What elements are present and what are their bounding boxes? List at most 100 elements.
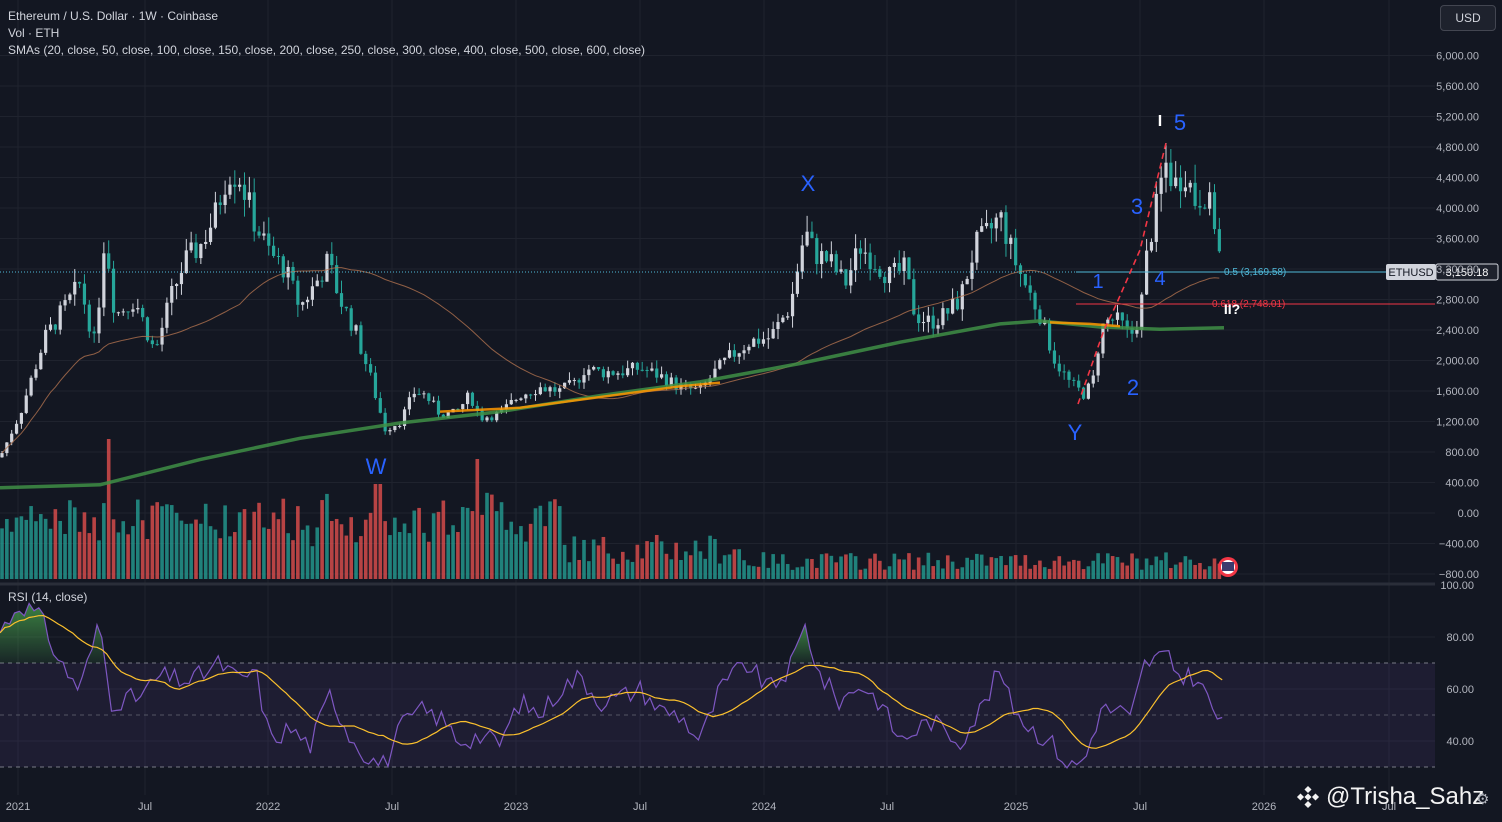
volume-bar: [140, 520, 145, 579]
volume-bar: [955, 568, 960, 579]
drawings: 0.5 (3,169.58) 0.618 (2,748.01) ETHUSD 3,15…: [0, 110, 1499, 577]
volume-bar: [684, 551, 688, 579]
volume-bar: [591, 539, 596, 579]
volume-bar: [514, 534, 518, 579]
candle-body: [509, 399, 513, 405]
candle-body: [252, 192, 256, 232]
volume-bar: [87, 533, 92, 579]
candle-body: [980, 226, 984, 232]
wave-label: 2: [1127, 375, 1139, 400]
volume-bar: [490, 494, 494, 579]
volume-bar: [266, 528, 271, 579]
candle-body: [1212, 192, 1217, 230]
symbol-title[interactable]: Ethereum / U.S. Dollar · 1W · Coinbase: [8, 9, 219, 23]
volume-bar: [785, 564, 790, 579]
candle-body: [262, 233, 266, 236]
volume-bar: [1004, 565, 1008, 579]
price-axis-label: 3,600.00: [1436, 234, 1479, 246]
volume-bar: [829, 555, 834, 579]
candle-body: [238, 184, 242, 187]
volume-bar: [1052, 560, 1057, 579]
volume-bar: [625, 559, 630, 579]
candle-body: [723, 357, 727, 361]
candle-body: [606, 371, 610, 378]
volume-bar: [945, 555, 950, 579]
time-axis-label: 2021: [6, 801, 30, 813]
candle-body: [388, 430, 392, 432]
candle-body: [897, 262, 901, 272]
candle-body: [87, 304, 91, 332]
volume-bar: [470, 511, 475, 579]
volume-bar: [606, 553, 611, 579]
price-axis-label: 2,800.00: [1436, 295, 1479, 307]
volume-bar: [1193, 564, 1197, 579]
volume-bar: [126, 534, 130, 579]
volume-bar: [912, 569, 916, 579]
candle-body: [315, 280, 319, 287]
candle-body: [529, 394, 533, 396]
volume-bar: [460, 507, 465, 579]
time-axis-label: 2025: [1004, 801, 1028, 813]
volume-bar: [184, 523, 189, 579]
volume-bar: [975, 553, 979, 579]
volume-bar: [223, 505, 227, 579]
candle-body: [907, 257, 911, 280]
candle-body: [504, 404, 508, 410]
volume-bar: [431, 513, 436, 579]
volume-bar: [359, 536, 363, 579]
time-axis-label: 2023: [504, 801, 528, 813]
volume-bar: [931, 566, 935, 579]
currency-button[interactable]: USD: [1440, 5, 1496, 31]
sma-orange-line: [439, 381, 721, 413]
volume-bar: [422, 532, 426, 579]
candle-body: [29, 377, 33, 396]
rsi-axis-label: 40.00: [1446, 736, 1474, 748]
volume-bar: [1047, 568, 1052, 579]
candle-body: [645, 369, 649, 371]
volume-bar: [795, 567, 800, 579]
candle-body: [111, 268, 116, 313]
watermark-text: @Trisha_Sahz: [1326, 783, 1485, 810]
candle-body: [1145, 250, 1149, 295]
volume-bar: [397, 532, 402, 579]
candle-body: [78, 281, 82, 284]
volume-bar: [747, 565, 751, 579]
volume-bar: [402, 523, 407, 579]
volume-bar: [635, 544, 640, 579]
volume-bar: [693, 540, 698, 579]
volume-bar: [0, 528, 4, 579]
candle-body: [466, 392, 470, 405]
candle-body: [582, 375, 586, 383]
volume-bar: [412, 510, 417, 579]
volume-bar: [383, 521, 387, 579]
candle-body: [970, 262, 974, 279]
candle-body: [810, 231, 814, 238]
volume-bar: [834, 562, 838, 579]
volume-bar: [189, 523, 193, 579]
volume-bar: [1042, 567, 1047, 579]
gear-icon[interactable]: ⚙: [1476, 791, 1490, 808]
volume-legend[interactable]: Vol · ETH: [8, 26, 60, 40]
candle-body: [24, 395, 28, 413]
volume-bar: [601, 536, 606, 579]
candle-body: [301, 302, 305, 305]
volume-bar: [1149, 565, 1154, 579]
candle-body: [107, 253, 111, 269]
candle-body: [538, 387, 542, 395]
volume-bar: [1091, 560, 1096, 579]
volume-bar: [616, 563, 620, 579]
wave-label: W: [366, 454, 387, 479]
volume-bar: [131, 526, 135, 579]
volume-bar: [936, 560, 940, 579]
candle-body: [635, 362, 639, 370]
rsi-legend[interactable]: RSI (14, close): [8, 590, 88, 604]
sma-legend[interactable]: SMAs (20, close, 50, close, 100, close, …: [8, 43, 646, 57]
volume-bar: [228, 536, 232, 579]
candle-body: [805, 231, 809, 246]
candle-body: [1217, 229, 1221, 252]
volume-bar: [844, 554, 848, 579]
candle-body: [902, 257, 906, 272]
candle-body: [291, 266, 295, 281]
volume-bar: [1076, 560, 1081, 579]
